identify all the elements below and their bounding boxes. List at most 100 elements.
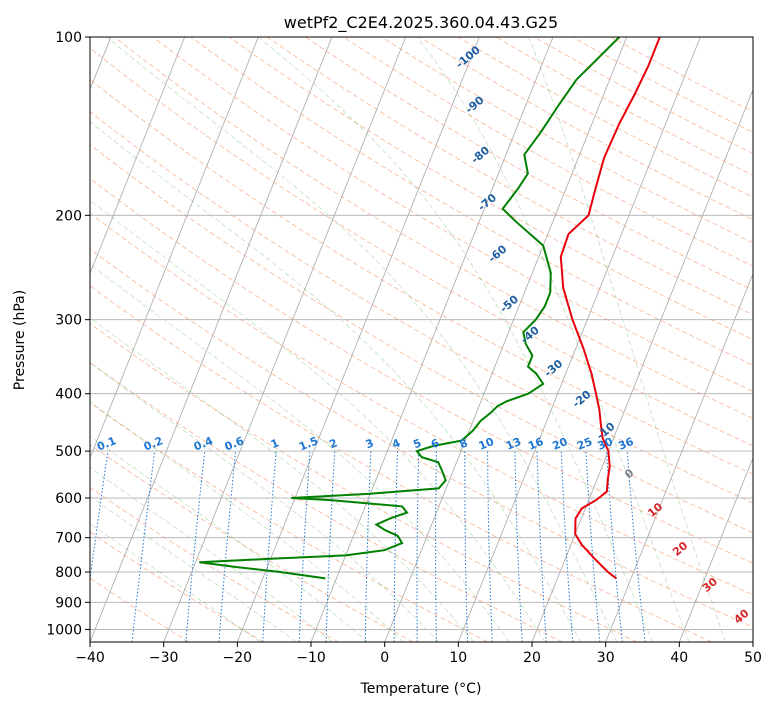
chart-title: wetPf2_C2E4.2025.360.04.43.G25 <box>284 13 558 33</box>
mixing-ratio-line <box>585 451 601 642</box>
profile-line <box>559 37 661 580</box>
mixing-ratio-label: 30 <box>596 435 615 453</box>
dry-adiabat <box>534 37 753 155</box>
dry-adiabat <box>419 37 753 221</box>
moist-adiabat <box>90 263 510 642</box>
dry-adiabat <box>90 443 414 642</box>
moist-adiabat <box>257 37 654 642</box>
mixing-ratio-line <box>298 451 311 642</box>
isotherm <box>384 37 628 642</box>
dry-adiabat <box>90 285 712 642</box>
mixing-ratio-line <box>626 451 646 642</box>
isotherm <box>90 37 259 460</box>
moist-adiabat <box>90 362 439 642</box>
dry-adiabat <box>152 37 753 392</box>
y-tick-label: 400 <box>55 387 82 403</box>
mixing-ratio-label: 25 <box>575 435 594 453</box>
dry-adiabat <box>90 248 753 628</box>
x-tick-label: 30 <box>597 650 615 666</box>
mixing-ratio-line <box>606 451 623 642</box>
mixing-ratio-line <box>262 451 277 642</box>
dry-adiabat <box>90 402 488 642</box>
mixing-ratio-line <box>131 451 156 642</box>
mixing-ratio-line <box>185 451 206 642</box>
y-tick-label: 500 <box>55 444 82 460</box>
y-tick-label: 700 <box>55 531 82 547</box>
x-tick-label: 0 <box>380 650 389 666</box>
isotherm <box>90 37 333 642</box>
mixing-ratio-label: 10 <box>477 435 496 453</box>
mixing-ratio-label: 1 <box>269 436 281 451</box>
plot-frame <box>89 36 754 643</box>
y-tick-label: 200 <box>55 208 82 224</box>
x-tick-label: 50 <box>744 650 762 666</box>
x-tick-label: 10 <box>449 650 467 666</box>
y-tick-label: 600 <box>55 491 82 507</box>
isotherm <box>605 272 753 642</box>
moist-adiabat <box>90 401 404 642</box>
x-tick-label: 40 <box>670 650 688 666</box>
dry-adiabat <box>305 37 753 291</box>
isotherm <box>90 37 186 275</box>
mixing-ratio-line <box>464 451 468 642</box>
dry-adiabat <box>381 37 753 244</box>
isotherm <box>678 456 753 642</box>
y-tick-label: 100 <box>55 30 82 46</box>
x-tick-label: −40 <box>75 650 105 666</box>
mixing-ratio-line <box>325 451 336 642</box>
moist-adiabat <box>528 37 726 642</box>
dry-adiabat <box>90 111 753 504</box>
reference-lines <box>90 37 753 642</box>
moist-adiabat <box>106 37 618 642</box>
y-tick-label: 900 <box>55 595 82 611</box>
profile-line <box>199 37 621 580</box>
mixing-ratio-line <box>514 451 523 642</box>
moist-adiabat <box>90 199 546 642</box>
y-axis: 100 200 300 400 500 600 700 800 900 1000 <box>46 30 90 638</box>
dry-adiabat <box>190 37 753 366</box>
isotherm <box>236 37 480 642</box>
y-tick-label: 1000 <box>46 622 82 638</box>
dry-adiabat <box>90 78 753 475</box>
moist-adiabat <box>416 37 690 642</box>
mixing-ratio-line <box>487 451 493 642</box>
x-tick-label: 20 <box>523 650 541 666</box>
y-axis-title: Pressure (hPa) <box>12 290 28 390</box>
y-tick-label: 300 <box>55 313 82 329</box>
mixing-ratio-line <box>416 451 420 642</box>
moist-adiabat <box>90 435 368 642</box>
mixing-ratio-line <box>536 451 547 642</box>
mixing-ratio-label: 3 <box>364 436 376 451</box>
x-tick-label: −20 <box>223 650 253 666</box>
dry-adiabat <box>90 178 753 564</box>
dry-adiabat <box>90 486 339 642</box>
mixing-ratio-label: 2 <box>327 436 339 451</box>
mixing-ratio-line <box>218 451 237 642</box>
mixing-ratio-label: 13 <box>504 435 523 453</box>
mixing-ratio-label: 8 <box>458 436 470 451</box>
y-tick-label: 800 <box>55 565 82 581</box>
data-series <box>199 37 661 580</box>
dry-adiabat <box>266 37 753 316</box>
mixing-ratio-line <box>435 451 437 642</box>
mixing-ratio-line <box>364 451 372 642</box>
isotherm <box>531 88 753 642</box>
dry-adiabat <box>90 362 563 642</box>
x-axis: −40 −30 −20 −10 0 10 20 30 40 50 <box>75 642 762 666</box>
moist-adiabat <box>90 466 333 642</box>
dry-adiabat <box>90 47 753 447</box>
moist-adiabat <box>90 317 475 642</box>
mixing-ratio-label: 20 <box>550 435 569 453</box>
dry-adiabat <box>114 37 753 419</box>
moist-adiabat <box>90 523 261 642</box>
mixing-ratio-line <box>560 451 574 642</box>
mixing-ratio-label: 36 <box>616 435 635 453</box>
x-axis-title: Temperature (°C) <box>360 681 482 697</box>
mixing-ratio-label: 16 <box>526 435 545 453</box>
x-tick-label: −10 <box>296 650 326 666</box>
x-tick-label: −30 <box>149 650 179 666</box>
isotherm <box>163 37 407 642</box>
mixing-ratio-label: 5 <box>411 436 423 451</box>
